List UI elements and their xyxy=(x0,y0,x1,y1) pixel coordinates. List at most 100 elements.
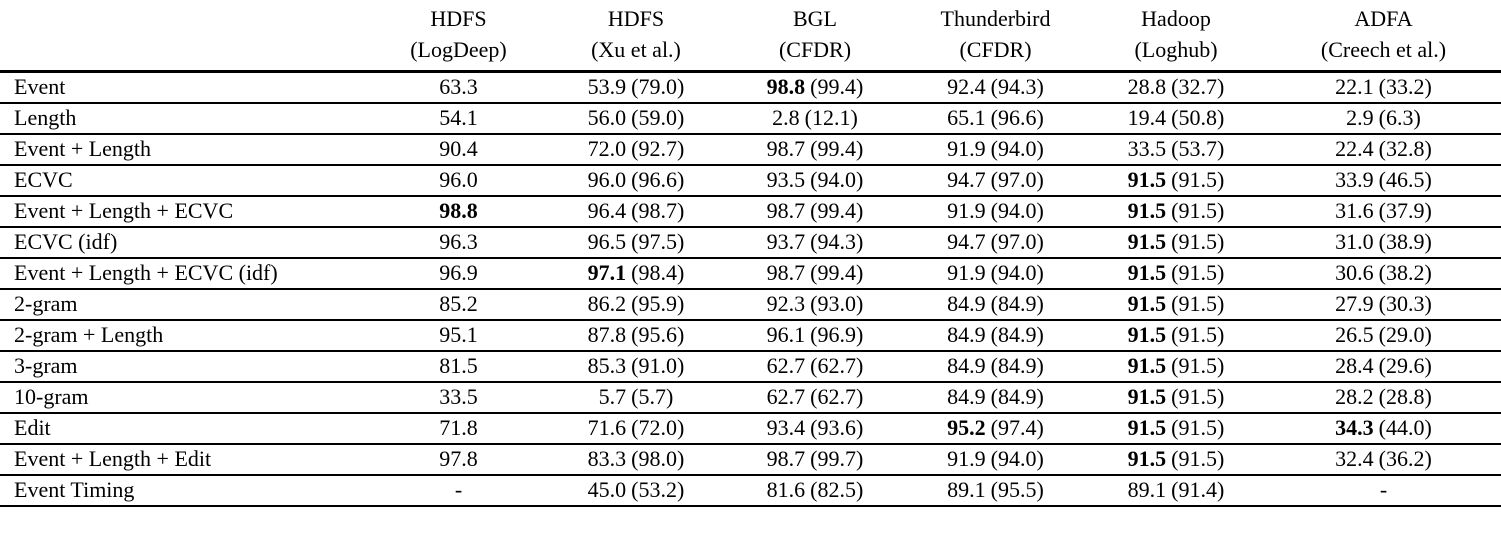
metric-value: 94.7 xyxy=(947,229,986,254)
value-cell: 53.9 (79.0) xyxy=(547,71,725,104)
row-label: ECVC (idf) xyxy=(0,226,370,259)
metric-paren: (99.4) xyxy=(810,260,864,285)
metric-value: 2.9 xyxy=(1346,105,1374,130)
metric-paren: (5.7) xyxy=(631,384,674,409)
metric-paren: (96.6) xyxy=(631,167,685,192)
value-cell: 72.0 (92.7) xyxy=(547,133,725,166)
value-cell: 34.3 (44.0) xyxy=(1266,412,1501,445)
metric-value: 81.5 xyxy=(439,353,478,378)
metric-value: 27.9 xyxy=(1335,291,1374,316)
dataset-name: ADFA xyxy=(1354,6,1413,31)
metric-value: 28.8 xyxy=(1127,74,1167,100)
value-cell: 91.5 (91.5) xyxy=(1086,257,1266,290)
value-cell: 91.5 (91.5) xyxy=(1086,381,1266,414)
metric-value: 62.7 xyxy=(766,353,806,378)
metric-paren: (91.5) xyxy=(1171,415,1225,440)
value-cell: 91.5 (91.5) xyxy=(1086,164,1266,197)
table-row: ECVC (idf) 96.3 96.5 (97.5) 93.7 (94.3) 94.7 (9… xyxy=(0,226,1501,259)
metric-paren: (94.0) xyxy=(990,198,1044,223)
metric-value: 92.4 xyxy=(947,74,986,100)
metric-value: 33.5 xyxy=(439,384,478,409)
value-cell: - xyxy=(370,474,547,507)
value-cell: 94.7 (97.0) xyxy=(905,164,1086,197)
metric-paren: (12.1) xyxy=(804,105,858,130)
dataset-name: HDFS xyxy=(607,6,665,31)
metric-paren: (84.9) xyxy=(990,291,1044,316)
metric-value: 84.9 xyxy=(947,384,986,409)
metric-value: 31.6 xyxy=(1335,198,1374,223)
metric-paren: (84.9) xyxy=(990,322,1044,347)
metric-value: 32.4 xyxy=(1335,446,1374,471)
metric-value: 91.9 xyxy=(947,136,986,161)
metric-paren: (84.9) xyxy=(990,353,1044,378)
metric-value: 96.1 xyxy=(766,322,806,347)
metric-value: 33.9 xyxy=(1335,167,1374,192)
value-cell: 2.9 (6.3) xyxy=(1266,102,1501,135)
row-label: Event xyxy=(0,71,370,104)
header-cell-hadoop-4: Hadoop (Loghub) xyxy=(1086,0,1266,73)
metric-paren: (62.7) xyxy=(810,384,864,409)
metric-paren: (46.5) xyxy=(1378,167,1432,192)
metric-paren: (94.3) xyxy=(990,74,1044,100)
metric-paren: (79.0) xyxy=(631,74,685,100)
row-label: 10-gram xyxy=(0,381,370,414)
value-cell: 85.3 (91.0) xyxy=(547,350,725,383)
metric-paren: (32.8) xyxy=(1378,136,1432,161)
metric-value: 71.6 xyxy=(587,415,627,440)
metric-value: 26.5 xyxy=(1335,322,1374,347)
value-cell: 33.9 (46.5) xyxy=(1266,164,1501,197)
metric-paren: (99.4) xyxy=(810,136,864,161)
metric-value: 91.9 xyxy=(947,446,986,471)
metric-value: 89.1 xyxy=(1127,477,1167,502)
row-label: Event + Length xyxy=(0,133,370,166)
metric-value: 91.5 xyxy=(1127,229,1167,254)
metric-value: - xyxy=(454,477,463,502)
row-label: Event Timing xyxy=(0,474,370,507)
metric-paren: (59.0) xyxy=(631,105,685,130)
dataset-name: HDFS xyxy=(430,6,487,31)
value-cell: 31.6 (37.9) xyxy=(1266,195,1501,228)
metric-value: 72.0 xyxy=(587,136,627,161)
row-label: Event + Length + ECVC (idf) xyxy=(0,257,370,290)
value-cell: 98.7 (99.4) xyxy=(725,257,905,290)
table-row: ECVC 96.0 96.0 (96.6) 93.5 (94.0) 94.7 (97.0) 91… xyxy=(0,164,1501,197)
value-cell: 98.7 (99.4) xyxy=(725,195,905,228)
value-cell: 31.0 (38.9) xyxy=(1266,226,1501,259)
value-cell: 94.7 (97.0) xyxy=(905,226,1086,259)
metric-paren: (30.3) xyxy=(1378,291,1432,316)
value-cell: 33.5 (53.7) xyxy=(1086,133,1266,166)
value-cell: 91.9 (94.0) xyxy=(905,443,1086,476)
header-cell-bgl-2: BGL (CFDR) xyxy=(725,0,905,73)
value-cell: 96.5 (97.5) xyxy=(547,226,725,259)
metric-paren: (96.6) xyxy=(990,105,1044,130)
metric-value: 86.2 xyxy=(587,291,627,316)
value-cell: 93.7 (94.3) xyxy=(725,226,905,259)
value-cell: 96.4 (98.7) xyxy=(547,195,725,228)
value-cell: 5.7 (5.7) xyxy=(547,381,725,414)
metric-value: 91.5 xyxy=(1127,167,1167,192)
metric-value: 34.3 xyxy=(1335,415,1374,440)
value-cell: 87.8 (95.6) xyxy=(547,319,725,352)
value-cell: 91.5 (91.5) xyxy=(1086,350,1266,383)
value-cell: 98.8 (99.4) xyxy=(725,71,905,104)
metric-value: 96.5 xyxy=(587,229,627,254)
metric-paren: (98.7) xyxy=(631,198,685,223)
value-cell: 71.6 (72.0) xyxy=(547,412,725,445)
metric-value: 31.0 xyxy=(1335,229,1374,254)
metric-value: 91.5 xyxy=(1127,198,1167,223)
metric-paren: (99.4) xyxy=(810,74,864,100)
metric-value: 96.0 xyxy=(439,167,478,192)
value-cell: 45.0 (53.2) xyxy=(547,474,725,507)
row-label: 3-gram xyxy=(0,350,370,383)
paper-table-page: HDFS (LogDeep) HDFS (Xu et al.) BGL (CFDR) Thu… xyxy=(0,0,1501,507)
value-cell: 93.4 (93.6) xyxy=(725,412,905,445)
table-row: 3-gram 81.5 85.3 (91.0) 62.7 (62.7) 84.9 (84.9)… xyxy=(0,350,1501,383)
table-row: Event + Length 90.4 72.0 (92.7) 98.7 (99.4) 91… xyxy=(0,133,1501,166)
metric-paren: (91.5) xyxy=(1171,291,1225,316)
metric-value: 2.8 xyxy=(772,105,800,130)
metric-value: 54.1 xyxy=(439,105,478,130)
metric-paren: (38.2) xyxy=(1378,260,1432,285)
value-cell: 89.1 (95.5) xyxy=(905,474,1086,507)
metric-value: 98.8 xyxy=(439,198,478,223)
metric-value: 93.4 xyxy=(766,415,806,440)
